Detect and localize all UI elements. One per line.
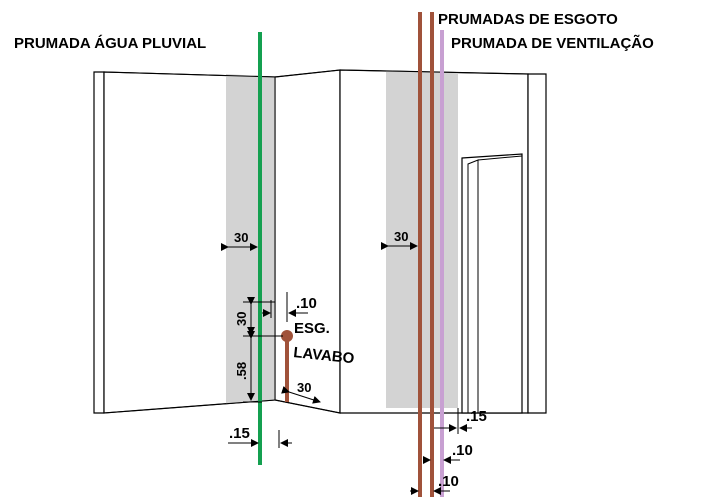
- label-esgoto: PRUMADAS DE ESGOTO: [438, 11, 618, 28]
- dim-text-vertical-lower: .58: [234, 362, 249, 380]
- dim-text-branch-bottom: 30: [297, 380, 311, 395]
- dim-text-esgoto-offset-3: .10: [438, 473, 459, 490]
- wall-right-edge: [527, 73, 547, 414]
- label-lavabo: LAVABO: [293, 344, 356, 367]
- dim-text-esgoto-offset-2: .10: [452, 442, 473, 459]
- dim-text-offset-branch: .10: [296, 295, 317, 312]
- dim-text-band-left: 30: [234, 230, 248, 245]
- label-ventilacao: PRUMADA DE VENTILAÇÃO: [451, 34, 654, 52]
- label-esg: ESG.: [294, 320, 330, 337]
- dim-text-band-right: 30: [394, 229, 408, 244]
- lavabo-outlet: [281, 330, 293, 342]
- dim-branch-bottom: [281, 386, 321, 404]
- dim-text-pluvial-offset: .15: [229, 425, 250, 442]
- dim-text-esgoto-offset-1: .15: [466, 408, 487, 425]
- shaft-band-left: [226, 74, 275, 404]
- label-pluvial: PRUMADA ÁGUA PLUVIAL: [14, 35, 206, 52]
- wall-left-edge: [93, 71, 105, 414]
- dim-text-vertical-upper: 30: [234, 312, 249, 326]
- door-opening: [461, 153, 523, 414]
